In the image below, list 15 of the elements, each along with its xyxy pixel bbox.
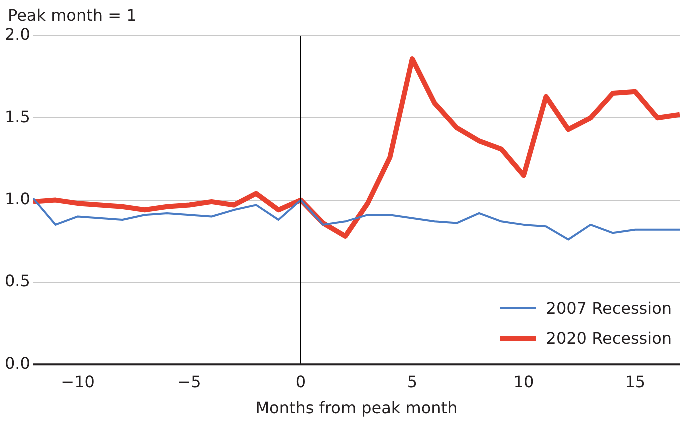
- legend-label: 2020 Recession: [546, 328, 672, 348]
- y-tick-label: 0.5: [4, 272, 30, 291]
- x-tick-label: 15: [625, 372, 646, 392]
- y-axis-title: Peak month = 1: [8, 6, 137, 25]
- y-tick-label: 0.0: [4, 354, 30, 373]
- x-tick-label: 0: [296, 372, 306, 392]
- x-tick-label: 5: [407, 372, 418, 392]
- y-tick-label: 2.0: [4, 25, 30, 44]
- x-tick-label: −10: [61, 372, 95, 392]
- x-tick-label: 10: [514, 372, 534, 392]
- y-tick-label: 1.0: [4, 189, 30, 208]
- y-tick-label: 1.5: [4, 107, 30, 126]
- legend-label: 2007 Recession: [546, 298, 672, 318]
- x-tick-label: −5: [178, 372, 202, 392]
- x-axis-title: Months from peak month: [256, 398, 458, 418]
